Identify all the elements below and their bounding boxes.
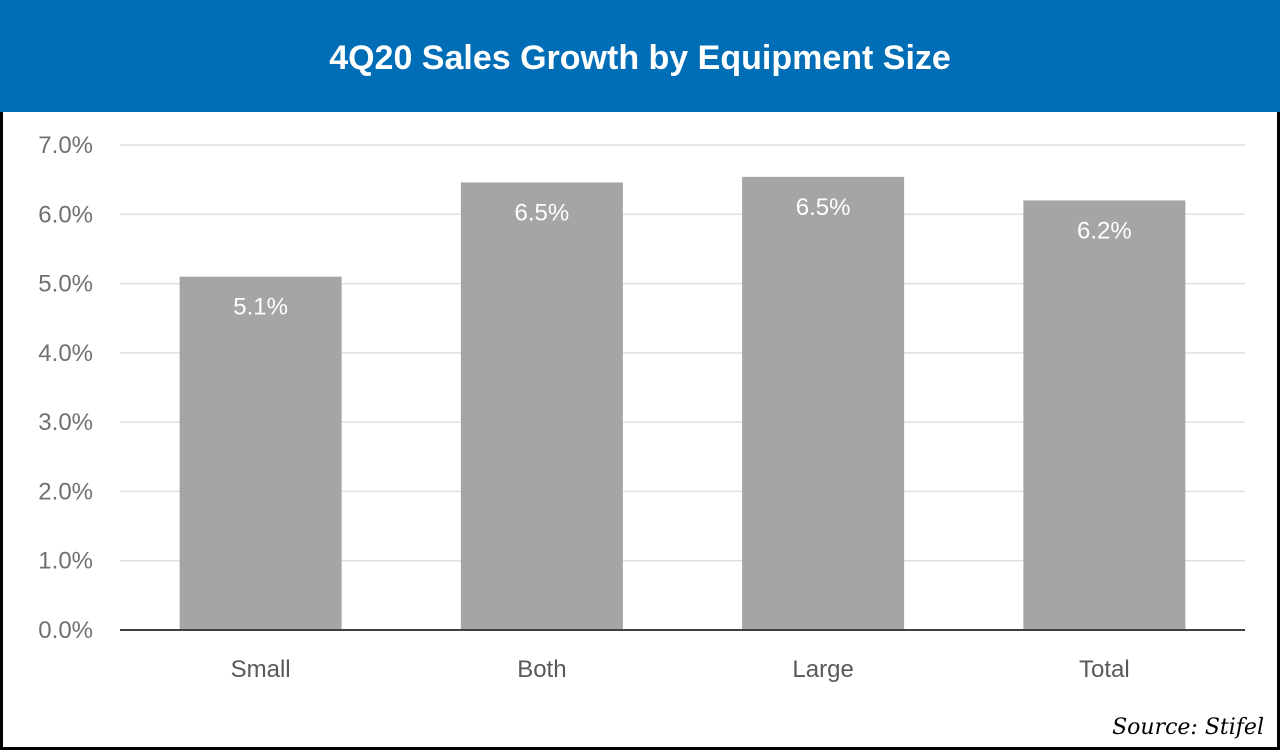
source-note: Source: Stifel: [1112, 715, 1264, 740]
data-label: 5.1%: [233, 294, 288, 321]
y-tick-label: 6.0%: [38, 201, 93, 228]
chart-title: 4Q20 Sales Growth by Equipment Size: [0, 0, 1280, 112]
bar: [460, 182, 623, 630]
bar: [1023, 200, 1186, 630]
y-tick-label: 7.0%: [38, 132, 93, 159]
y-tick-label: 1.0%: [38, 548, 93, 575]
x-tick-label: Total: [1079, 656, 1130, 683]
x-tick-label: Large: [792, 656, 853, 683]
y-tick-label: 2.0%: [38, 478, 93, 505]
data-label: 6.5%: [515, 199, 570, 226]
y-tick-label: 3.0%: [38, 409, 93, 436]
bar: [179, 276, 342, 630]
y-tick-label: 4.0%: [38, 340, 93, 367]
y-tick-label: 5.0%: [38, 271, 93, 298]
data-label: 6.2%: [1077, 217, 1132, 244]
data-label: 6.5%: [796, 194, 851, 221]
x-tick-label: Small: [231, 656, 291, 683]
y-tick-label: 0.0%: [38, 617, 93, 644]
bar: [742, 176, 905, 630]
x-tick-label: Both: [517, 656, 566, 683]
